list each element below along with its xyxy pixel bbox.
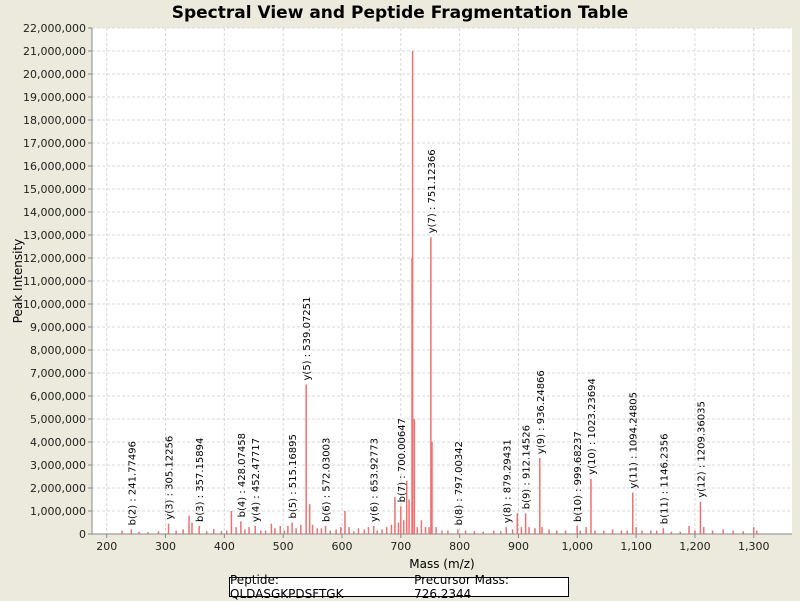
peak-annotation: y(4) : 452.47717: [251, 438, 262, 522]
x-tick-label: 1,100: [620, 540, 652, 553]
peptide-sequence: Peptide: QLDASGKPDSFTGK: [230, 573, 344, 601]
y-tick-label: 11,000,000: [23, 275, 86, 288]
peak-annotation: y(5) : 539.07251: [302, 297, 313, 381]
y-tick-label: 17,000,000: [23, 137, 86, 150]
y-tick-label: 4,000,000: [30, 436, 86, 449]
y-tick-label: 5,000,000: [30, 413, 86, 426]
y-tick-label: 7,000,000: [30, 367, 86, 380]
peak-annotation: y(6) : 653.92773: [370, 438, 381, 522]
precursor-mass: Precursor Mass: 726.2344: [414, 573, 509, 601]
x-tick-label: 700: [390, 540, 411, 553]
y-tick-label: 20,000,000: [23, 68, 86, 81]
y-tick-label: 14,000,000: [23, 206, 86, 219]
peak-annotation: y(3) : 305.12256: [165, 436, 176, 520]
y-tick-label: 8,000,000: [30, 344, 86, 357]
peak-annotation: y(10) : 1023.23694: [587, 378, 598, 475]
peptide-info-box: Peptide: QLDASGKPDSFTGK Precursor Mass: …: [229, 573, 569, 601]
x-tick-label: 400: [214, 540, 235, 553]
peak-annotation: y(11) : 1094.24805: [629, 392, 640, 489]
y-tick-label: 0: [79, 528, 86, 541]
y-tick-label: 22,000,000: [23, 22, 86, 35]
y-tick-label: 16,000,000: [23, 160, 86, 173]
peak-annotation: b(3) : 357.15894: [195, 438, 206, 522]
peak-annotation: b(7) : 700.00647: [397, 418, 408, 502]
y-tick-label: 13,000,000: [23, 229, 86, 242]
x-tick-label: 1,300: [738, 540, 770, 553]
peak-annotation: b(6) : 572.03003: [322, 438, 333, 522]
peak-series: [121, 51, 758, 534]
y-tick-label: 15,000,000: [23, 183, 86, 196]
y-tick-label: 12,000,000: [23, 252, 86, 265]
y-tick-label: 18,000,000: [23, 114, 86, 127]
peak-annotation: b(2) : 241.77496: [127, 441, 138, 525]
y-ticks: 0 1,000,000 2,000,000 3,000,000 4,000,000 5,0…: [23, 22, 92, 541]
peak-annotation: y(9) : 936.24866: [536, 370, 547, 454]
x-tick-label: 800: [449, 540, 470, 553]
x-axis-label: Mass (m/z): [409, 557, 474, 571]
y-tick-label: 19,000,000: [23, 91, 86, 104]
peak-annotation: b(11) : 1146.2356: [659, 434, 670, 525]
y-tick-label: 3,000,000: [30, 459, 86, 472]
peak-annotations: b(2) : 241.77496 y(3) : 305.12256 b(3) : 3…: [127, 149, 707, 525]
chart-title: Spectral View and Peptide Fragmentation …: [171, 3, 629, 23]
peak-annotation: y(8) : 879.29431: [502, 439, 513, 523]
y-tick-label: 9,000,000: [30, 321, 86, 334]
y-tick-label: 6,000,000: [30, 390, 86, 403]
x-tick-label: 200: [96, 540, 117, 553]
peak-annotation: b(4) : 428.07458: [237, 433, 248, 517]
x-tick-label: 900: [508, 540, 529, 553]
peak-annotation: y(7) : 751.12366: [427, 149, 438, 233]
peak-annotation: b(5) : 515.16895: [288, 434, 299, 518]
y-tick-label: 10,000,000: [23, 298, 86, 311]
y-tick-label: 2,000,000: [30, 482, 86, 495]
x-tick-label: 1,000: [562, 540, 594, 553]
peak-annotation: b(9) : 912.14526: [522, 425, 533, 509]
grid-lines: [92, 27, 792, 534]
x-tick-label: 300: [155, 540, 176, 553]
x-tick-label: 1,200: [679, 540, 711, 553]
peak-annotation: y(12) : 1209.36035: [696, 401, 707, 498]
y-tick-label: 1,000,000: [30, 505, 86, 518]
x-tick-label: 600: [332, 540, 353, 553]
y-axis-label: Peak Intensity: [11, 239, 25, 324]
x-ticks: 200 300 400 500 600 700 800 900 1,000 1,100 1,200 1…: [96, 534, 770, 553]
peak-annotation: b(8) : 797.00342: [454, 441, 465, 525]
x-tick-label: 500: [273, 540, 294, 553]
y-tick-label: 21,000,000: [23, 45, 86, 58]
peak-annotation: b(10) : 999.68237: [573, 431, 584, 522]
